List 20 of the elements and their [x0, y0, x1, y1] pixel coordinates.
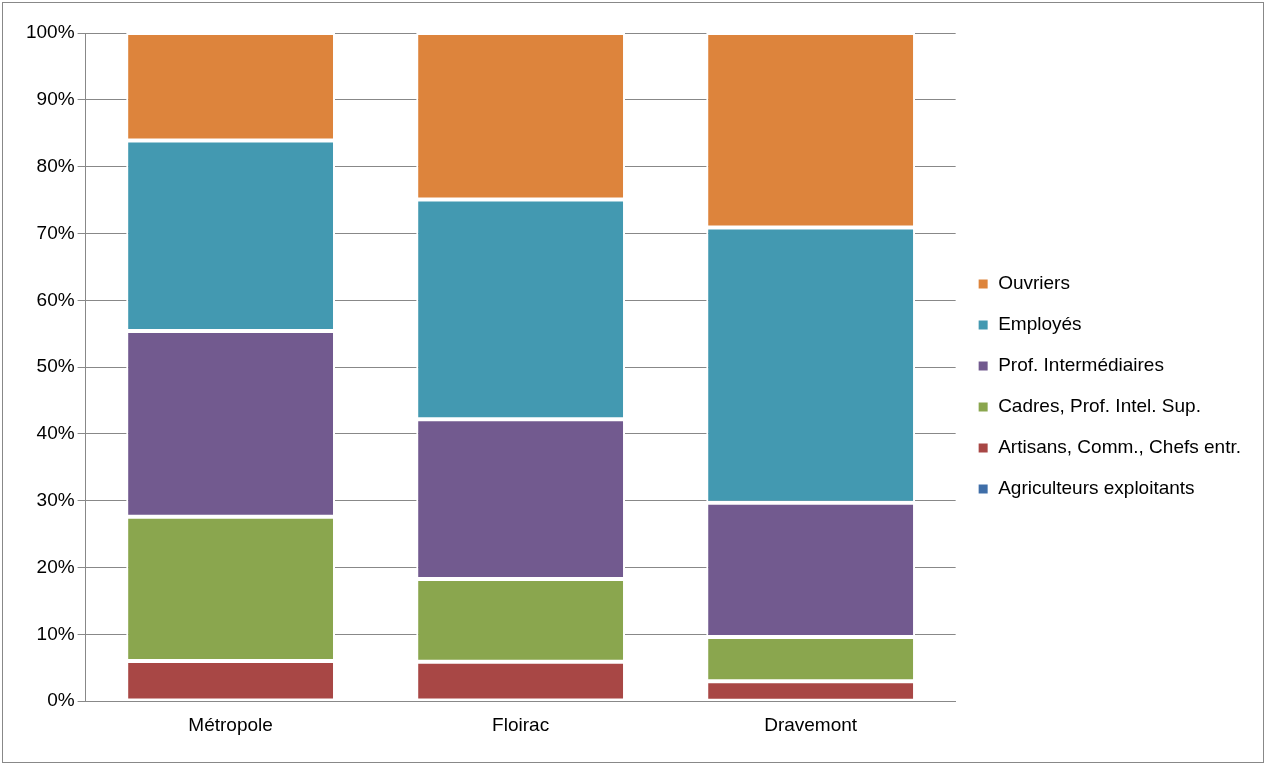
- y-tick-label: 0%: [47, 689, 75, 711]
- y-tick-label: 60%: [36, 288, 75, 310]
- x-tick-label: Dravemont: [764, 713, 858, 735]
- legend-label: Employés: [998, 313, 1082, 335]
- legend-label: Ouvriers: [998, 272, 1070, 294]
- y-tick-label: 30%: [36, 488, 75, 510]
- legend-label: Artisans, Comm., Chefs entr.: [998, 436, 1242, 458]
- y-tick-label: 70%: [36, 221, 75, 243]
- legend-label: Prof. Intermédiaires: [998, 354, 1164, 376]
- y-tick-label: 90%: [36, 88, 75, 110]
- legend-label: Cadres, Prof. Intel. Sup.: [998, 395, 1201, 417]
- y-tick-label: 50%: [36, 355, 75, 377]
- x-tick-label: Métropole: [188, 713, 273, 735]
- y-tick-label: 100%: [25, 21, 75, 43]
- y-tick-label: 80%: [36, 154, 75, 176]
- y-tick-label: 40%: [36, 422, 75, 444]
- y-tick-label: 20%: [36, 555, 75, 577]
- y-tick-label: 10%: [36, 622, 75, 644]
- legend-label: Agriculteurs exploitants: [998, 477, 1195, 499]
- x-tick-label: Floirac: [492, 713, 550, 735]
